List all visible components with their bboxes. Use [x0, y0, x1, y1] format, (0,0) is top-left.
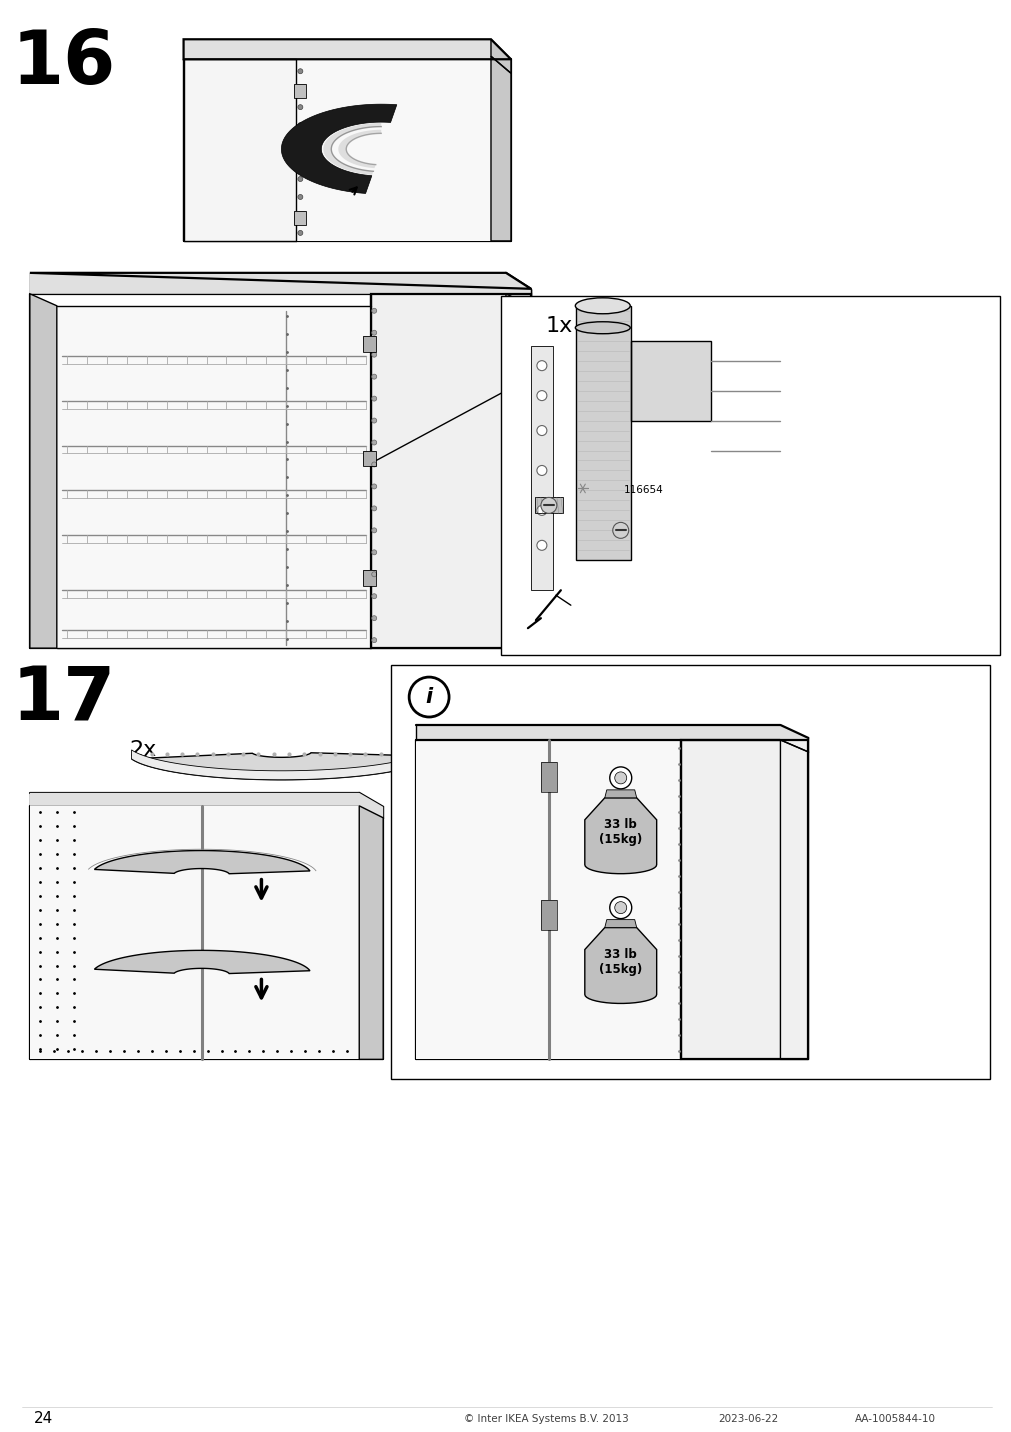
- Polygon shape: [584, 798, 656, 874]
- Polygon shape: [531, 345, 552, 590]
- Circle shape: [297, 69, 302, 73]
- Circle shape: [610, 896, 631, 918]
- Polygon shape: [540, 899, 556, 929]
- Circle shape: [297, 231, 302, 235]
- Circle shape: [297, 123, 302, 127]
- Circle shape: [371, 308, 376, 314]
- Circle shape: [297, 176, 302, 182]
- Text: 116654: 116654: [623, 485, 663, 495]
- Polygon shape: [605, 919, 636, 928]
- Polygon shape: [500, 296, 999, 654]
- Polygon shape: [584, 928, 656, 1004]
- Circle shape: [371, 637, 376, 643]
- Circle shape: [371, 571, 376, 577]
- Polygon shape: [57, 306, 371, 649]
- Circle shape: [371, 352, 376, 357]
- Text: i: i: [425, 687, 433, 707]
- Polygon shape: [183, 59, 296, 241]
- Polygon shape: [416, 740, 680, 1060]
- Circle shape: [297, 195, 302, 199]
- Polygon shape: [416, 725, 808, 752]
- Polygon shape: [490, 56, 511, 241]
- Polygon shape: [363, 570, 376, 586]
- Ellipse shape: [575, 322, 630, 334]
- Circle shape: [371, 594, 376, 599]
- Circle shape: [371, 550, 376, 554]
- Circle shape: [408, 677, 449, 717]
- Polygon shape: [294, 211, 306, 225]
- Polygon shape: [540, 762, 556, 792]
- Circle shape: [371, 616, 376, 620]
- Circle shape: [371, 505, 376, 511]
- Polygon shape: [324, 123, 381, 175]
- Text: 33 lb
(15kg): 33 lb (15kg): [599, 948, 642, 977]
- Polygon shape: [779, 740, 808, 1060]
- Text: 2x: 2x: [129, 740, 157, 760]
- Polygon shape: [506, 294, 531, 649]
- Circle shape: [297, 140, 302, 146]
- Circle shape: [371, 397, 376, 401]
- Circle shape: [371, 331, 376, 335]
- Circle shape: [371, 528, 376, 533]
- Polygon shape: [359, 806, 383, 1060]
- Circle shape: [537, 540, 546, 550]
- Polygon shape: [131, 748, 434, 780]
- Circle shape: [537, 425, 546, 435]
- Circle shape: [612, 523, 628, 538]
- Polygon shape: [30, 274, 531, 306]
- Circle shape: [371, 484, 376, 488]
- Polygon shape: [30, 806, 359, 1060]
- Polygon shape: [605, 790, 636, 798]
- Circle shape: [297, 87, 302, 92]
- Circle shape: [537, 465, 546, 475]
- Text: 16: 16: [11, 27, 116, 100]
- Text: AA-1005844-10: AA-1005844-10: [854, 1413, 935, 1423]
- Polygon shape: [391, 664, 989, 1080]
- Polygon shape: [535, 497, 562, 514]
- Polygon shape: [296, 59, 511, 241]
- Polygon shape: [338, 130, 381, 168]
- Polygon shape: [680, 740, 808, 1060]
- Circle shape: [297, 159, 302, 163]
- Polygon shape: [490, 39, 511, 73]
- Text: © Inter IKEA Systems B.V. 2013: © Inter IKEA Systems B.V. 2013: [463, 1413, 628, 1423]
- Ellipse shape: [575, 298, 630, 314]
- Polygon shape: [281, 105, 396, 193]
- Text: 17: 17: [11, 663, 116, 736]
- Circle shape: [371, 374, 376, 379]
- Text: 24: 24: [33, 1411, 53, 1426]
- Polygon shape: [131, 753, 434, 780]
- Circle shape: [297, 212, 302, 218]
- Polygon shape: [30, 294, 57, 649]
- Polygon shape: [30, 793, 383, 818]
- Polygon shape: [94, 951, 309, 974]
- Circle shape: [537, 391, 546, 401]
- Polygon shape: [371, 294, 531, 649]
- Polygon shape: [183, 39, 511, 59]
- Text: 33 lb
(15kg): 33 lb (15kg): [599, 818, 642, 846]
- Circle shape: [614, 772, 626, 783]
- Text: 1x: 1x: [545, 315, 572, 335]
- Circle shape: [537, 361, 546, 371]
- Polygon shape: [630, 341, 710, 421]
- Circle shape: [297, 105, 302, 110]
- Circle shape: [614, 902, 626, 914]
- Polygon shape: [363, 451, 376, 467]
- Polygon shape: [294, 84, 306, 99]
- Circle shape: [371, 440, 376, 445]
- Polygon shape: [363, 335, 376, 352]
- Circle shape: [610, 768, 631, 789]
- Circle shape: [537, 505, 546, 516]
- Circle shape: [371, 418, 376, 422]
- Circle shape: [540, 497, 556, 514]
- Text: 2023-06-22: 2023-06-22: [718, 1413, 777, 1423]
- Circle shape: [371, 463, 376, 467]
- Polygon shape: [575, 306, 630, 560]
- Polygon shape: [94, 851, 309, 874]
